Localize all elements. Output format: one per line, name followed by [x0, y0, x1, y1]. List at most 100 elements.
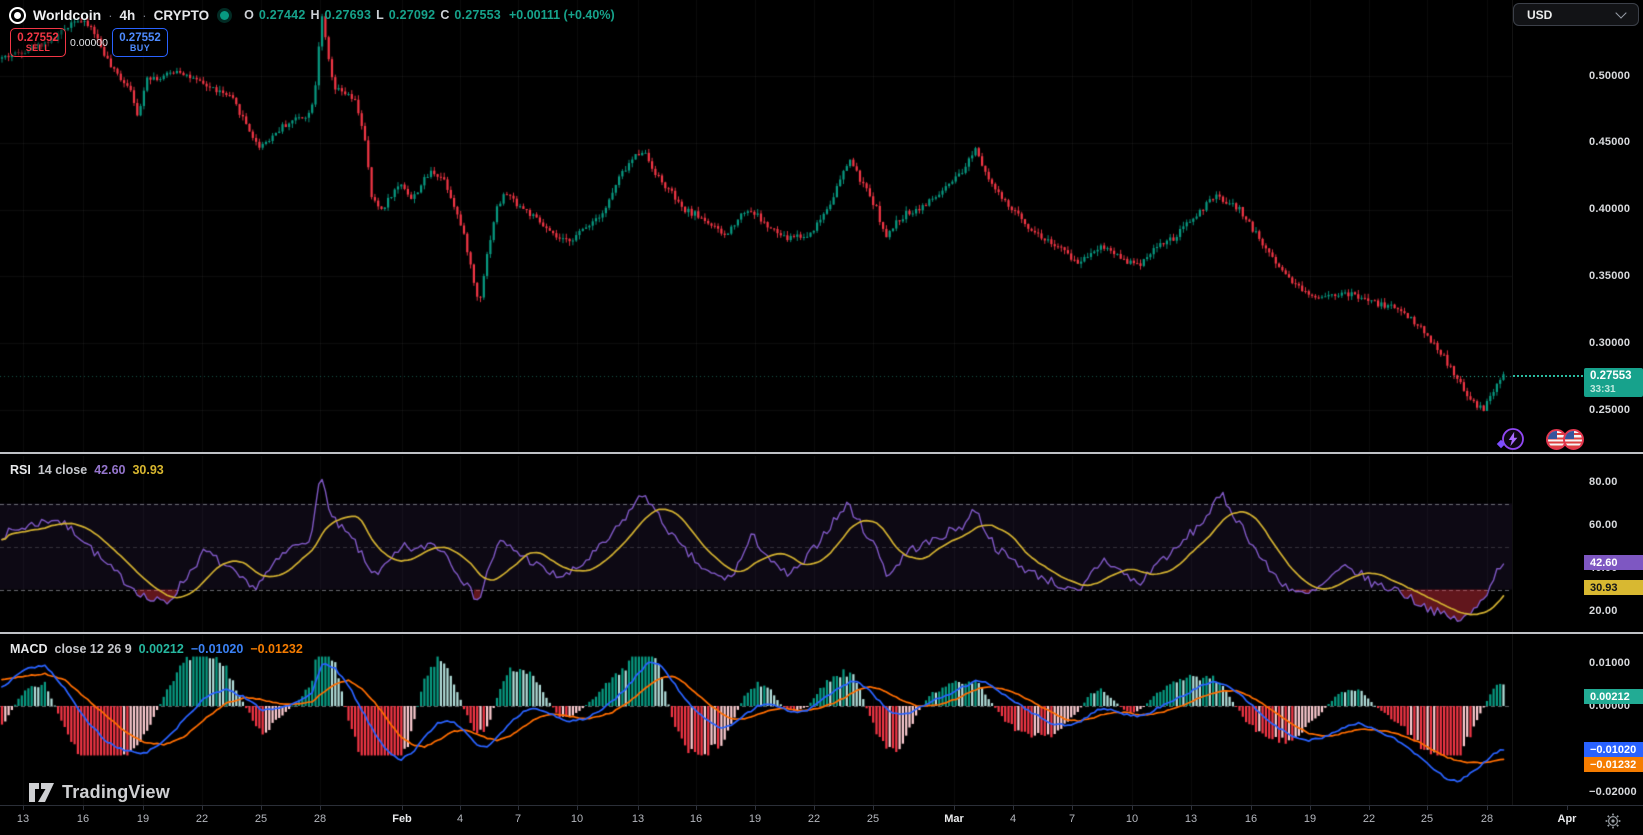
time-axis-label: 25 [1420, 813, 1434, 825]
time-axis-label: 10 [1125, 813, 1139, 825]
time-axis-tick [320, 806, 321, 810]
price-axis-label: 0.50000 [1589, 69, 1631, 82]
time-axis-tick [143, 806, 144, 810]
open-value: 0.27442 [258, 8, 306, 22]
currency-value: USD [1527, 7, 1553, 22]
axis-settings-gear-icon[interactable] [1604, 812, 1622, 830]
time-axis-label: 13 [1184, 813, 1198, 825]
time-axis-tick [1427, 806, 1428, 810]
time-axis-label: 7 [514, 813, 522, 825]
pane-separator-rsi[interactable] [0, 452, 1643, 454]
rsi-params: 14 close [37, 463, 88, 477]
time-axis-tick [402, 806, 403, 810]
chevron-down-icon [1615, 6, 1627, 19]
boost-icon[interactable] [1496, 427, 1525, 451]
time-axis-tick [696, 806, 697, 810]
time-axis-tick [1191, 806, 1192, 810]
time-axis-tick [1310, 806, 1311, 810]
macd-line-badge: −0.01020 [1584, 742, 1643, 757]
currency-dropdown[interactable]: USD [1513, 3, 1639, 26]
price-axis-border [1512, 0, 1513, 805]
rsi-title[interactable]: RSI [10, 463, 31, 477]
pane-separator-macd[interactable] [0, 632, 1643, 634]
price-axis-label: 0.40000 [1589, 203, 1631, 216]
rsi-axis-label: 20.00 [1589, 604, 1618, 617]
rsi-indicator-chart[interactable] [0, 456, 1512, 633]
time-axis-separator [0, 805, 1643, 806]
high-value: 0.27693 [324, 8, 372, 22]
sell-label: SELL [25, 42, 51, 53]
time-axis-tick [1567, 806, 1568, 810]
time-axis-tick [202, 806, 203, 810]
rsi-value: 42.60 [94, 463, 126, 477]
close-label: C [440, 8, 450, 22]
rsi-ma-value: 30.93 [132, 463, 164, 477]
close-value: 0.27553 [454, 8, 501, 22]
time-axis-label: 22 [807, 813, 821, 825]
time-axis-label: 4 [1009, 813, 1017, 825]
time-axis-label: 28 [313, 813, 327, 825]
worldcoin-logo-icon [9, 6, 26, 24]
time-axis-tick [1132, 806, 1133, 810]
time-axis-label: 19 [1303, 813, 1317, 825]
time-axis-label: Apr [1557, 813, 1577, 825]
time-axis-tick [1013, 806, 1014, 810]
time-axis-label: 4 [456, 813, 464, 825]
price-axis-label: 0.45000 [1589, 136, 1631, 149]
buy-button[interactable]: 0.27552 BUY [112, 28, 168, 57]
last-price-line [1513, 375, 1583, 377]
time-axis-tick [954, 806, 955, 810]
tradingview-watermark[interactable]: TradingView [28, 782, 170, 803]
macd-signal-value: −0.01232 [250, 642, 303, 656]
macd-title[interactable]: MACD [10, 642, 48, 656]
sell-button[interactable]: 0.27552 SELL [10, 28, 66, 57]
time-axis-tick [755, 806, 756, 810]
macd-params: close 12 26 9 [54, 642, 132, 656]
time-axis-label: 22 [1362, 813, 1376, 825]
buy-label: BUY [129, 42, 151, 53]
time-axis-label: Mar [944, 813, 964, 825]
time-axis-label: 16 [76, 813, 90, 825]
time-axis-tick [814, 806, 815, 810]
time-axis-tick [83, 806, 84, 810]
macd-indicator-chart[interactable] [0, 635, 1512, 805]
main-price-chart[interactable] [0, 0, 1512, 453]
spread-value: 0.00000 [70, 36, 108, 49]
high-label: H [310, 8, 320, 22]
time-axis-tick [1369, 806, 1370, 810]
legend-separator: · [108, 7, 113, 23]
legend-separator: · [142, 7, 147, 23]
market-status-icon[interactable] [220, 10, 230, 20]
time-axis-label: 22 [195, 813, 209, 825]
change-value: +0.00111 (+0.40%) [508, 8, 615, 22]
macd-legend: MACD close 12 26 9 0.00212 −0.01020 −0.0… [10, 642, 303, 656]
ohlc-values: O 0.27442 H 0.27693 L 0.27092 C 0.27553 +0.0… [244, 8, 614, 22]
macd-hist-badge: 0.00212 [1584, 689, 1643, 704]
time-axis-label: 7 [1068, 813, 1076, 825]
last-price-badge: 0.27553 33:31 [1584, 368, 1643, 397]
open-label: O [244, 8, 254, 22]
rsi-axis-label: 60.00 [1589, 518, 1618, 531]
tradingview-logo-icon [29, 782, 54, 802]
us-flag-icon [1563, 429, 1584, 450]
tradingview-logo-text: TradingView [62, 782, 170, 802]
time-axis[interactable]: 13 16 19 22 25 28 Feb 4 7 10 13 16 19 22 25 Mar 4 7 10 13 16… [0, 806, 1643, 835]
time-axis-label: 25 [866, 813, 880, 825]
time-axis-label: 19 [748, 813, 762, 825]
time-axis-tick [1072, 806, 1073, 810]
symbol-name[interactable]: Worldcoin [33, 7, 102, 23]
low-label: L [376, 8, 384, 22]
time-axis-label: 10 [570, 813, 584, 825]
time-axis-label: 19 [136, 813, 150, 825]
price-axis-label: 0.35000 [1589, 269, 1631, 282]
time-axis-tick [460, 806, 461, 810]
macd-axis-label: −0.02000 [1589, 785, 1637, 798]
broker-flag-icons[interactable] [1546, 429, 1584, 450]
interval-label[interactable]: 4h [119, 7, 136, 23]
rsi-legend: RSI 14 close 42.60 30.93 [10, 463, 164, 477]
time-axis-tick [518, 806, 519, 810]
time-axis-tick [638, 806, 639, 810]
time-axis-tick [23, 806, 24, 810]
symbol-legend: Worldcoin · 4h · CRYPTO O 0.27442 H 0.2769… [9, 6, 615, 24]
